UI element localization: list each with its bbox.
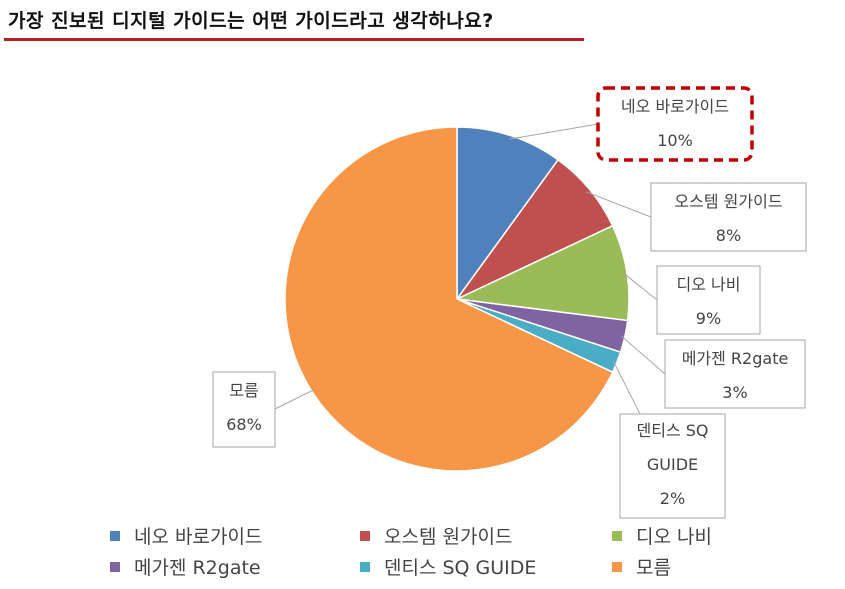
pie-slice <box>456 126 560 302</box>
legend-label: 디오 나비 <box>636 526 712 548</box>
data-label: 모름 68% <box>213 374 275 442</box>
data-label-percent: 3% <box>722 383 748 402</box>
leader-line <box>274 388 316 410</box>
legend-label: 메가젠 R2gate <box>134 557 261 579</box>
legend-label: 덴티스 SQ GUIDE <box>384 557 537 579</box>
callout-box <box>656 265 761 335</box>
pie-slice <box>454 224 630 322</box>
leader-line <box>622 272 658 301</box>
title-underline <box>4 38 584 41</box>
legend-swatch <box>110 530 120 541</box>
leader-line <box>508 123 599 140</box>
data-label: 메가젠 R2gate 3% <box>665 342 805 410</box>
legend-item: 모름 <box>612 553 671 580</box>
data-label-name: 디오 나비 <box>676 275 741 294</box>
chart-title: 가장 진보된 디지털 가이드는 어떤 가이드라고 생각하나요? <box>8 10 494 32</box>
legend-swatch <box>360 561 370 572</box>
legend-item: 메가젠 R2gate <box>110 553 261 580</box>
data-label-name: 메가젠 R2gate <box>681 349 789 368</box>
callout-box <box>212 371 276 448</box>
legend-item: 오스템 원가이드 <box>360 522 512 549</box>
data-label-percent: 8% <box>715 226 742 245</box>
data-label-percent: 2% <box>659 489 686 508</box>
data-label-name: 모름 <box>229 381 259 400</box>
data-label: 디오 나비 9% <box>657 268 760 336</box>
data-label-percent: 10% <box>657 131 693 150</box>
legend-item: 디오 나비 <box>612 522 712 549</box>
legend-swatch <box>110 561 120 572</box>
highlight-callout-box <box>596 86 754 162</box>
legend-swatch <box>360 530 370 541</box>
leader-line <box>620 335 666 375</box>
legend-label: 네오 바로가이드 <box>134 526 263 548</box>
data-label-name: 오스템 원가이드 <box>674 192 783 211</box>
data-label-percent: 9% <box>695 309 722 328</box>
legend-label: 오스템 원가이드 <box>384 526 513 548</box>
data-label: 덴티스 SQ GUIDE 2% <box>620 414 725 516</box>
data-label: 오스템 원가이드 8% <box>651 185 806 253</box>
data-label-percent: 68% <box>226 415 262 434</box>
data-label-name: 덴티스 SQ GUIDE <box>636 421 709 474</box>
legend-swatch <box>612 561 622 572</box>
legend-swatch <box>612 530 622 541</box>
legend-label: 모름 <box>636 557 671 579</box>
callout-box <box>619 413 726 519</box>
legend-item: 네오 바로가이드 <box>110 522 262 549</box>
leader-line <box>612 360 641 415</box>
callout-box <box>650 182 807 252</box>
callout-box <box>664 339 806 409</box>
leader-line <box>586 191 652 218</box>
data-label: 네오 바로가이드 10% <box>598 90 752 158</box>
legend-item: 덴티스 SQ GUIDE <box>360 553 536 580</box>
data-label-name: 네오 바로가이드 <box>620 97 730 116</box>
